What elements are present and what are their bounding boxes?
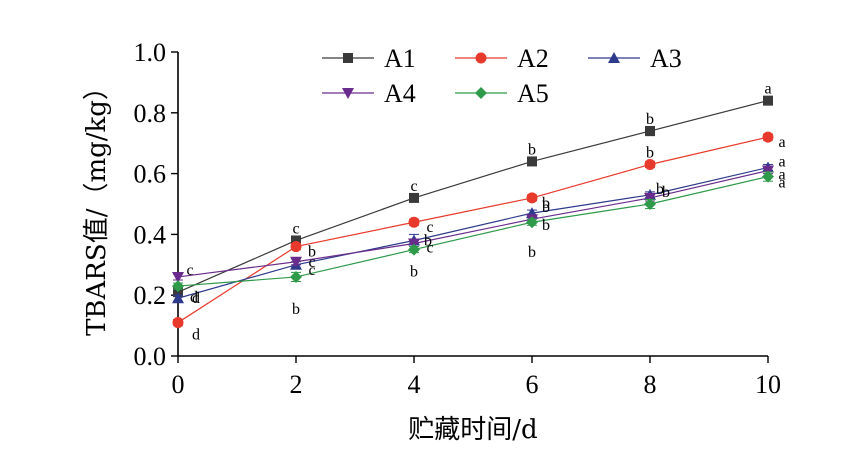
data-point: [645, 126, 655, 137]
axes: 0.0 0.2 0.4 0.6 0.8 1.0 0 2 4 6 8 10: [134, 38, 782, 399]
legend-marker: [608, 52, 620, 63]
x-tick-label: 6: [526, 370, 539, 399]
significance-letter: d: [190, 289, 198, 306]
significance-letter: b: [292, 301, 300, 318]
data-point: [173, 287, 183, 298]
y-tick-label: 0.6: [134, 160, 167, 189]
x-tick-label: 10: [755, 370, 781, 399]
y-axis-title: TBARS值/（mg/kg）: [82, 74, 112, 336]
significance-letter: c: [308, 262, 315, 279]
data-point: [644, 158, 656, 170]
x-tick-label: 0: [172, 370, 185, 399]
legend-marker: [342, 88, 354, 99]
x-tick-label: 8: [644, 370, 657, 399]
y-tick-label: 1.0: [134, 38, 167, 67]
legend-label: A3: [650, 44, 682, 73]
y-tick-label: 0.0: [134, 342, 167, 371]
data-point: [409, 192, 419, 203]
series-A5: [172, 170, 774, 293]
series-A2: [172, 131, 774, 329]
data-point: [408, 243, 420, 256]
series-line: [177, 169, 769, 278]
legend-label: A5: [517, 79, 549, 108]
significance-letter: c: [186, 262, 193, 279]
significance-letter: a: [778, 154, 785, 171]
x-tick-label: 2: [290, 370, 303, 399]
x-tick-label: 4: [408, 370, 421, 399]
series-line: [177, 166, 769, 299]
significance-letter: b: [542, 199, 550, 216]
data-point: [290, 256, 302, 268]
legend-marker: [343, 53, 353, 63]
significance-letter: c: [426, 240, 433, 257]
significance-letter: b: [542, 195, 550, 212]
significance-letter: b: [542, 217, 550, 234]
legend-item-A1: A1: [322, 44, 416, 73]
data-point: [172, 280, 184, 293]
y-tick-label: 0.4: [134, 220, 167, 249]
legend-label: A4: [384, 79, 416, 108]
series-A4: [172, 165, 774, 283]
significance-letter: c: [410, 178, 417, 195]
legend-marker: [475, 87, 487, 99]
data-point: [644, 198, 656, 210]
x-axis-title: 贮藏时间/d: [408, 415, 537, 445]
series-line: [177, 176, 769, 287]
significance-letter: a: [778, 167, 785, 184]
significance-letter: b: [410, 264, 418, 281]
series-layer: [172, 95, 774, 329]
significance-letter: b: [656, 181, 664, 198]
data-point: [408, 216, 420, 228]
legend: A1 A2 A3 A4 A5: [322, 44, 682, 108]
significance-letter: c: [426, 219, 433, 236]
data-point: [291, 235, 301, 246]
significance-letter: c: [292, 220, 299, 237]
legend-item-A5: A5: [455, 79, 549, 108]
legend-label: A1: [384, 44, 416, 73]
legend-marker: [475, 52, 487, 64]
data-point: [763, 95, 773, 106]
significance-letter: b: [424, 232, 432, 249]
significance-letter: d: [192, 290, 200, 307]
y-tick-label: 0.8: [134, 99, 167, 128]
significance-letter: b: [528, 244, 536, 261]
data-point: [290, 241, 302, 253]
significance-letter: b: [308, 244, 316, 261]
data-point: [526, 192, 538, 204]
legend-label: A2: [517, 44, 549, 73]
significance-letter: d: [192, 327, 200, 344]
significance-letter: a: [778, 175, 785, 192]
significance-letter: b: [646, 111, 654, 128]
legend-item-A4: A4: [322, 79, 416, 108]
significance-letter: c: [308, 254, 315, 271]
series-line: [177, 136, 769, 324]
significance-letter: a: [778, 134, 785, 151]
series-A3: [172, 161, 774, 304]
data-point: [172, 292, 184, 304]
legend-item-A2: A2: [455, 44, 549, 73]
significance-letter: b: [646, 144, 654, 161]
significance-letter: b: [528, 141, 536, 158]
legend-item-A3: A3: [588, 44, 682, 73]
y-tick-label: 0.2: [134, 281, 167, 310]
significance-letter: a: [764, 81, 771, 98]
data-point: [762, 170, 774, 183]
data-point: [526, 216, 538, 229]
series-line: [177, 100, 769, 293]
data-point: [172, 317, 184, 329]
data-point: [762, 131, 774, 143]
significance-letter: b: [662, 184, 670, 201]
data-point: [172, 271, 184, 283]
data-point: [290, 270, 302, 283]
series-A1: [173, 95, 773, 298]
data-point: [527, 156, 537, 167]
